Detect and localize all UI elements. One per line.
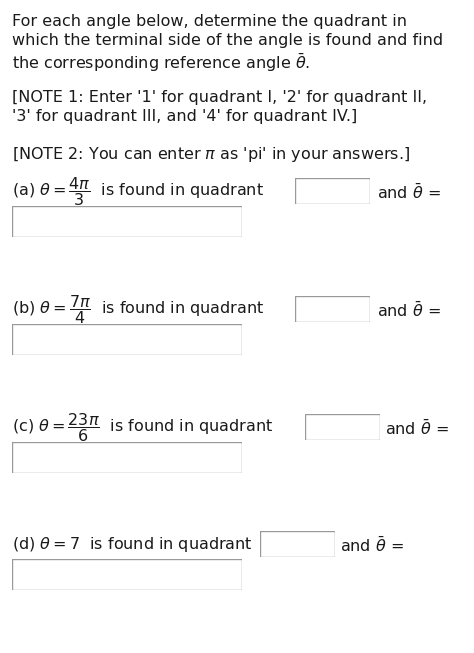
Text: and $\bar{\theta}$ =: and $\bar{\theta}$ = <box>385 419 449 438</box>
Text: [NOTE 1: Enter '1' for quadrant I, '2' for quadrant II,: [NOTE 1: Enter '1' for quadrant I, '2' f… <box>12 90 427 105</box>
Text: and $\bar{\theta}$ =: and $\bar{\theta}$ = <box>377 182 441 202</box>
FancyBboxPatch shape <box>12 324 242 355</box>
FancyBboxPatch shape <box>295 178 370 204</box>
FancyBboxPatch shape <box>12 559 242 590</box>
Text: For each angle below, determine the quadrant in: For each angle below, determine the quad… <box>12 14 407 29</box>
Text: (a) $\theta = \dfrac{4\pi}{3}$  is found in quadrant: (a) $\theta = \dfrac{4\pi}{3}$ is found … <box>12 176 264 208</box>
Text: and $\bar{\theta}$ =: and $\bar{\theta}$ = <box>340 535 404 554</box>
FancyBboxPatch shape <box>260 531 335 557</box>
Text: [NOTE 2: You can enter $\pi$ as 'pi' in your answers.]: [NOTE 2: You can enter $\pi$ as 'pi' in … <box>12 145 410 164</box>
Text: the corresponding reference angle $\bar{\theta}$.: the corresponding reference angle $\bar{… <box>12 52 310 74</box>
FancyBboxPatch shape <box>295 296 370 322</box>
FancyBboxPatch shape <box>12 206 242 237</box>
Text: (c) $\theta = \dfrac{23\pi}{6}$  is found in quadrant: (c) $\theta = \dfrac{23\pi}{6}$ is found… <box>12 411 273 445</box>
Text: (b) $\theta = \dfrac{7\pi}{4}$  is found in quadrant: (b) $\theta = \dfrac{7\pi}{4}$ is found … <box>12 293 264 326</box>
Text: (d) $\theta = 7$  is found in quadrant: (d) $\theta = 7$ is found in quadrant <box>12 535 253 554</box>
FancyBboxPatch shape <box>12 442 242 473</box>
Text: which the terminal side of the angle is found and find: which the terminal side of the angle is … <box>12 33 443 48</box>
Text: and $\bar{\theta}$ =: and $\bar{\theta}$ = <box>377 300 441 319</box>
FancyBboxPatch shape <box>305 413 380 439</box>
Text: '3' for quadrant III, and '4' for quadrant IV.]: '3' for quadrant III, and '4' for quadra… <box>12 109 357 124</box>
